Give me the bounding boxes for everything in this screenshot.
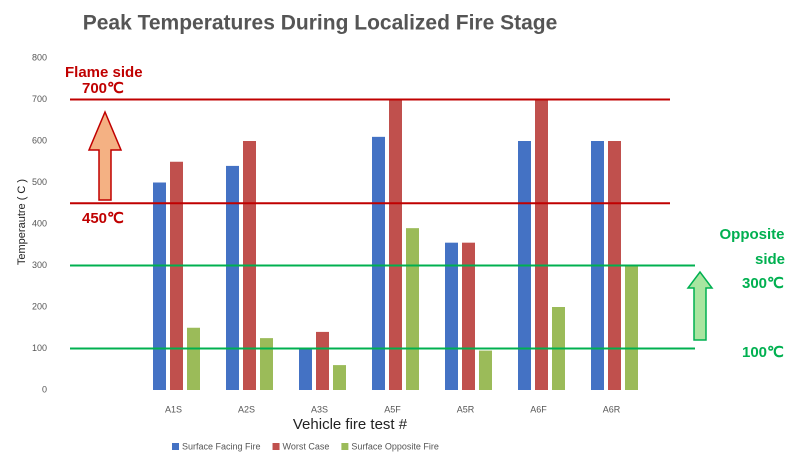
bar <box>462 242 475 390</box>
legend-swatch <box>272 443 280 450</box>
y-tick-label: 800 <box>32 52 47 62</box>
y-tick-label: 700 <box>32 94 47 104</box>
bar <box>153 182 166 390</box>
x-axis-label: Vehicle fire test # <box>293 416 408 433</box>
bar <box>170 161 183 390</box>
y-tick-label: 400 <box>32 218 47 228</box>
x-tick-label: A1S <box>165 404 182 414</box>
annotation: Opposite <box>719 226 784 243</box>
x-tick-label: A6R <box>603 404 621 414</box>
x-tick-label: A3S <box>311 404 328 414</box>
x-tick-label: A5R <box>457 404 475 414</box>
x-tick-label: A5F <box>384 404 401 414</box>
annotation: 450℃ <box>82 210 124 227</box>
legend-swatch <box>172 443 179 450</box>
bar <box>333 365 346 390</box>
bar <box>445 242 458 390</box>
bar <box>299 348 312 390</box>
bar <box>372 136 385 390</box>
bar <box>389 99 402 390</box>
bar <box>187 327 200 390</box>
opposite-arrow <box>686 270 714 341</box>
bar <box>625 265 638 390</box>
annotation: side <box>755 251 785 268</box>
legend-label: Worst Case <box>283 441 330 451</box>
bar <box>479 350 492 390</box>
y-tick-label: 300 <box>32 260 47 270</box>
y-tick-label: 100 <box>32 343 47 353</box>
y-tick-label: 600 <box>32 135 47 145</box>
annotation: 100℃ <box>742 344 784 361</box>
annotation: 300℃ <box>742 275 784 292</box>
legend-label: Surface Facing Fire <box>182 441 261 451</box>
annotation: 700℃ <box>82 80 124 97</box>
flame-arrow <box>87 110 123 201</box>
x-tick-label: A6F <box>530 404 547 414</box>
bar <box>316 331 329 390</box>
y-tick-label: 0 <box>42 384 47 394</box>
bar <box>260 338 273 390</box>
x-tick-label: A2S <box>238 404 255 414</box>
bar <box>406 228 419 390</box>
annotation: Flame side <box>65 64 143 81</box>
bar <box>535 99 548 390</box>
legend-label: Surface Opposite Fire <box>351 441 439 451</box>
y-tick-label: 500 <box>32 177 47 187</box>
y-tick-label: 200 <box>32 301 47 311</box>
y-axis-label: Temperautre ( C ) <box>16 179 28 265</box>
legend-swatch <box>341 443 349 450</box>
chart-title: Peak Temperatures During Localized Fire … <box>83 12 558 35</box>
bar <box>226 165 239 390</box>
